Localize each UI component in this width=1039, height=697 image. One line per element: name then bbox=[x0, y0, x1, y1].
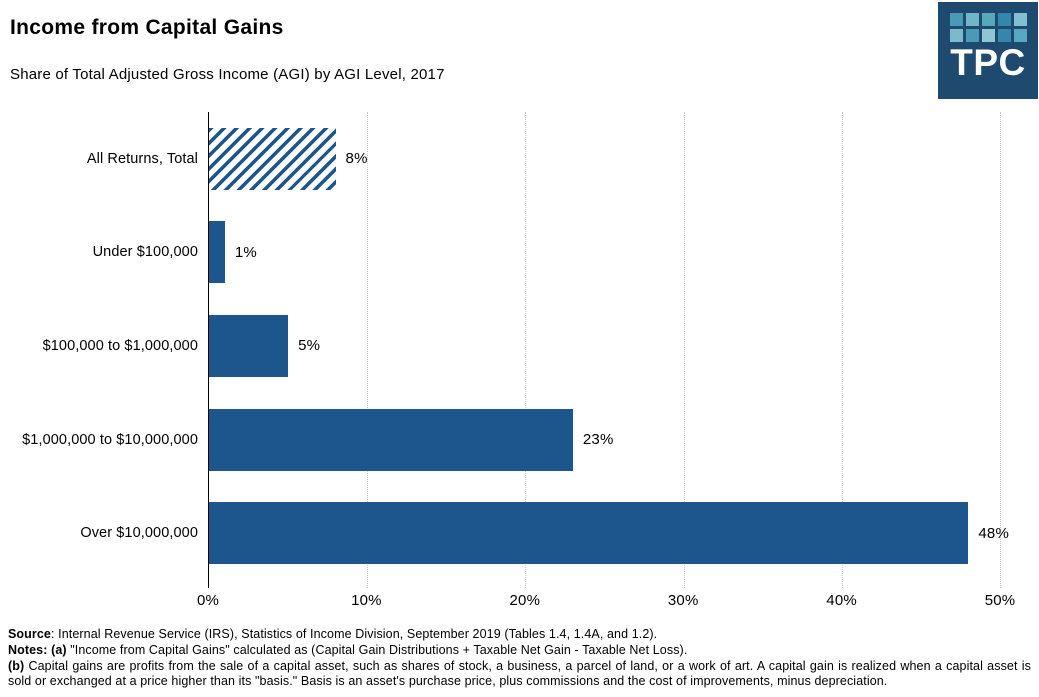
bar-100k-to-1m bbox=[209, 314, 289, 377]
category-label: Over $10,000,000 bbox=[80, 525, 198, 542]
x-tick-label: 10% bbox=[351, 592, 382, 609]
gridline-30pct bbox=[683, 112, 685, 588]
category-label: All Returns, Total bbox=[86, 150, 198, 167]
logo-tile-icon bbox=[949, 29, 963, 42]
logo-tile-icon bbox=[1013, 29, 1027, 42]
logo-tile-icon bbox=[981, 13, 995, 26]
gridline-40pct bbox=[841, 112, 843, 588]
x-tick-label: 40% bbox=[826, 592, 857, 609]
logo-tile-icon bbox=[997, 13, 1011, 26]
bar-row: 48% bbox=[209, 486, 1009, 580]
bar-under-100k bbox=[209, 221, 225, 284]
x-tick-label: 30% bbox=[667, 592, 699, 609]
logo-tile-icon bbox=[981, 29, 995, 42]
logo-tile-icon bbox=[1013, 13, 1027, 26]
bar-over-10m bbox=[209, 502, 969, 565]
category-label: Under $100,000 bbox=[92, 244, 198, 261]
bar-row: 5% bbox=[209, 299, 1000, 393]
value-label: 48% bbox=[978, 524, 1009, 542]
plot-area: 8% 1% 5% 23% 48% bbox=[207, 112, 1009, 588]
x-tick-label: 50% bbox=[984, 592, 1016, 609]
source-note: Source: Internal Revenue Service (IRS), … bbox=[8, 627, 1031, 643]
note-b-text: Capital gains are profits from the sale … bbox=[8, 658, 1031, 689]
category-label: $1,000,000 to $10,000,000 bbox=[22, 431, 198, 448]
note-b-label: (b) bbox=[8, 658, 25, 673]
logo-tile-icon bbox=[997, 29, 1011, 42]
value-label: 1% bbox=[234, 243, 257, 261]
footnotes: Source: Internal Revenue Service (IRS), … bbox=[8, 627, 1031, 690]
bar-row: 23% bbox=[209, 393, 1000, 487]
bar-all-returns bbox=[209, 127, 336, 190]
x-axis-zero-tick bbox=[207, 580, 209, 588]
bar-row: 1% bbox=[209, 206, 1000, 300]
y-axis-labels: All Returns, Total Under $100,000 $100,0… bbox=[0, 112, 198, 580]
logo-text: TPC bbox=[950, 42, 1026, 83]
note-a-label: Notes: (a) bbox=[8, 642, 67, 657]
x-tick-label: 0% bbox=[196, 592, 220, 609]
bar-row: 8% bbox=[209, 112, 1000, 206]
note-a: Notes: (a) "Income from Capital Gains" c… bbox=[8, 643, 1031, 659]
bar-1m-to-10m bbox=[209, 408, 573, 471]
logo-grid-icon bbox=[949, 13, 1027, 42]
x-tick-label: 20% bbox=[509, 592, 541, 609]
page-title: Income from Capital Gains bbox=[10, 16, 284, 39]
tpc-logo: TPC bbox=[938, 2, 1038, 99]
logo-tile-icon bbox=[965, 13, 979, 26]
gridline-50pct bbox=[1000, 112, 1001, 588]
value-label: 23% bbox=[582, 431, 614, 449]
note-b: (b) Capital gains are profits from the s… bbox=[8, 659, 1031, 691]
value-label: 5% bbox=[298, 337, 321, 355]
logo-tile-icon bbox=[965, 29, 979, 42]
source-text: : Internal Revenue Service (IRS), Statis… bbox=[50, 627, 658, 641]
page-subtitle: Share of Total Adjusted Gross Income (AG… bbox=[10, 66, 445, 83]
note-a-text: "Income from Capital Gains" calculated a… bbox=[66, 642, 688, 657]
category-label: $100,000 to $1,000,000 bbox=[42, 337, 198, 354]
gridline-10pct bbox=[367, 112, 369, 588]
x-axis-tick-labels: 0% 10% 20% 30% 40% 50% bbox=[197, 592, 1015, 610]
logo-tile-icon bbox=[949, 13, 963, 26]
gridline-20pct bbox=[525, 112, 527, 588]
source-label: Source bbox=[8, 627, 51, 641]
value-label: 8% bbox=[345, 150, 368, 168]
